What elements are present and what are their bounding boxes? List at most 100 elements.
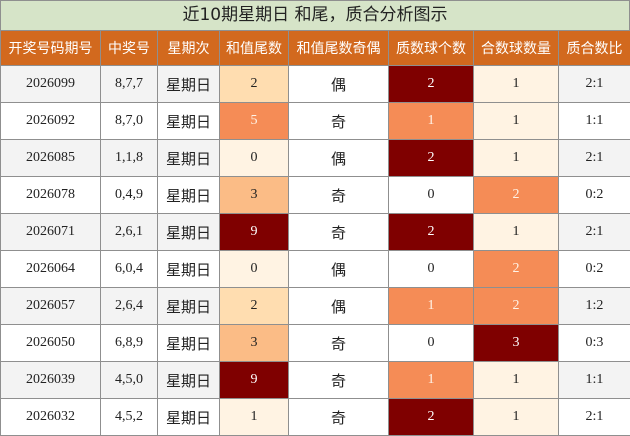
cell-ratio: 1:1 (559, 103, 630, 140)
cell-composite-count: 2 (474, 288, 559, 325)
cell-numbers: 4,5,0 (101, 362, 158, 399)
cell-ratio: 1:1 (559, 362, 630, 399)
cell-prime-count: 1 (389, 362, 474, 399)
cell-parity: 奇 (289, 103, 389, 140)
cell-ratio: 0:3 (559, 325, 630, 362)
header-row: 开奖号码期号 中奖号 星期次 和值尾数 和值尾数奇偶 质数球个数 合数球数量 质… (1, 31, 630, 66)
cell-parity: 奇 (289, 325, 389, 362)
cell-tail: 2 (220, 288, 289, 325)
cell-prime-count: 2 (389, 214, 474, 251)
cell-composite-count: 1 (474, 66, 559, 103)
col-header-prime-count: 质数球个数 (389, 31, 474, 66)
cell-parity: 奇 (289, 362, 389, 399)
cell-weekday: 星期日 (158, 325, 220, 362)
cell-tail: 3 (220, 177, 289, 214)
cell-tail: 5 (220, 103, 289, 140)
cell-composite-count: 1 (474, 362, 559, 399)
cell-ratio: 1:2 (559, 288, 630, 325)
cell-composite-count: 1 (474, 140, 559, 177)
cell-parity: 偶 (289, 66, 389, 103)
cell-weekday: 星期日 (158, 288, 220, 325)
cell-tail: 9 (220, 362, 289, 399)
cell-composite-count: 2 (474, 177, 559, 214)
cell-parity: 偶 (289, 251, 389, 288)
cell-prime-count: 0 (389, 325, 474, 362)
cell-composite-count: 1 (474, 214, 559, 251)
cell-parity: 奇 (289, 177, 389, 214)
cell-ratio: 2:1 (559, 214, 630, 251)
cell-issue: 2026099 (1, 66, 101, 103)
cell-issue: 2026032 (1, 399, 101, 436)
cell-tail: 0 (220, 251, 289, 288)
cell-weekday: 星期日 (158, 66, 220, 103)
cell-numbers: 8,7,7 (101, 66, 158, 103)
cell-composite-count: 2 (474, 251, 559, 288)
cell-prime-count: 2 (389, 140, 474, 177)
cell-weekday: 星期日 (158, 140, 220, 177)
cell-ratio: 2:1 (559, 399, 630, 436)
analysis-table: 开奖号码期号 中奖号 星期次 和值尾数 和值尾数奇偶 质数球个数 合数球数量 质… (0, 30, 630, 436)
col-header-ratio: 质合数比 (559, 31, 630, 66)
cell-numbers: 6,8,9 (101, 325, 158, 362)
cell-weekday: 星期日 (158, 251, 220, 288)
cell-composite-count: 1 (474, 103, 559, 140)
cell-issue: 2026071 (1, 214, 101, 251)
cell-weekday: 星期日 (158, 214, 220, 251)
cell-prime-count: 1 (389, 288, 474, 325)
cell-parity: 奇 (289, 399, 389, 436)
cell-weekday: 星期日 (158, 177, 220, 214)
cell-tail: 3 (220, 325, 289, 362)
cell-issue: 2026078 (1, 177, 101, 214)
cell-issue: 2026085 (1, 140, 101, 177)
col-header-issue: 开奖号码期号 (1, 31, 101, 66)
cell-numbers: 8,7,0 (101, 103, 158, 140)
cell-ratio: 2:1 (559, 140, 630, 177)
cell-ratio: 0:2 (559, 177, 630, 214)
cell-numbers: 2,6,4 (101, 288, 158, 325)
cell-tail: 2 (220, 66, 289, 103)
cell-numbers: 2,6,1 (101, 214, 158, 251)
col-header-numbers: 中奖号 (101, 31, 158, 66)
cell-parity: 奇 (289, 214, 389, 251)
cell-prime-count: 2 (389, 66, 474, 103)
cell-composite-count: 1 (474, 399, 559, 436)
cell-issue: 2026064 (1, 251, 101, 288)
cell-weekday: 星期日 (158, 103, 220, 140)
cell-prime-count: 0 (389, 177, 474, 214)
cell-weekday: 星期日 (158, 399, 220, 436)
cell-issue: 2026039 (1, 362, 101, 399)
cell-numbers: 4,5,2 (101, 399, 158, 436)
cell-tail: 9 (220, 214, 289, 251)
cell-weekday: 星期日 (158, 362, 220, 399)
cell-tail: 1 (220, 399, 289, 436)
cell-issue: 2026092 (1, 103, 101, 140)
cell-numbers: 0,4,9 (101, 177, 158, 214)
cell-ratio: 0:2 (559, 251, 630, 288)
cell-prime-count: 0 (389, 251, 474, 288)
col-header-parity: 和值尾数奇偶 (289, 31, 389, 66)
cell-issue: 2026050 (1, 325, 101, 362)
cell-ratio: 2:1 (559, 66, 630, 103)
cell-numbers: 6,0,4 (101, 251, 158, 288)
col-header-composite-count: 合数球数量 (474, 31, 559, 66)
cell-parity: 偶 (289, 140, 389, 177)
cell-issue: 2026057 (1, 288, 101, 325)
col-header-weekday: 星期次 (158, 31, 220, 66)
cell-prime-count: 1 (389, 103, 474, 140)
cell-numbers: 1,1,8 (101, 140, 158, 177)
cell-prime-count: 2 (389, 399, 474, 436)
cell-parity: 偶 (289, 288, 389, 325)
col-header-tail: 和值尾数 (220, 31, 289, 66)
